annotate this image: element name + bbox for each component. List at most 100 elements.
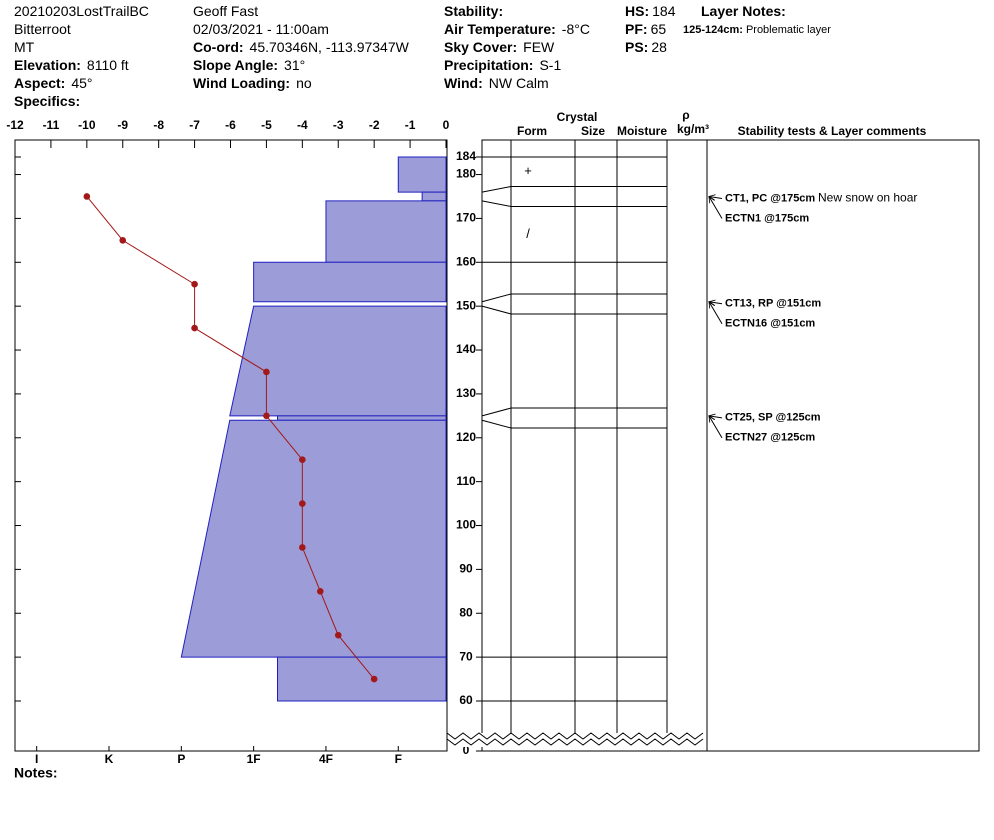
temperature-point xyxy=(334,631,342,639)
header-value: 45.70346N, -113.97347W xyxy=(250,39,410,55)
grain-form: / xyxy=(526,226,530,241)
axis-break xyxy=(446,732,704,740)
header-field: 02/03/2021 - 11:00am xyxy=(193,21,329,37)
header-field: Precipitation: S-1 xyxy=(444,57,561,73)
y-tick-label: 100 xyxy=(456,518,476,532)
hardness-bar xyxy=(253,261,447,303)
header-field: Co-ord: 45.70346N, -113.97347W xyxy=(193,39,410,55)
x-tick-label: -3 xyxy=(333,118,344,132)
hardness-bar xyxy=(325,200,447,263)
header-field: Geoff Fast xyxy=(193,3,258,19)
layer-note: 125-124cm: Problematic layer xyxy=(683,24,831,36)
y-tick-label: 120 xyxy=(456,430,476,444)
header-label: Stability: xyxy=(444,3,503,19)
x-tick-label: 0 xyxy=(443,118,450,132)
header-value: 45° xyxy=(71,75,92,91)
test-arrow xyxy=(709,302,723,304)
temperature-line xyxy=(86,196,375,680)
y-tick-label: 150 xyxy=(456,298,476,312)
header-label: Aspect: xyxy=(14,75,65,91)
y-tick-label: 160 xyxy=(456,254,476,268)
header-value: NW Calm xyxy=(489,75,549,91)
header-label: Specifics: xyxy=(14,93,80,109)
right-plot-frame xyxy=(481,139,980,752)
stability-test: CT25, SP @125cm xyxy=(725,412,821,424)
header-value: no xyxy=(296,75,312,91)
temperature-point xyxy=(83,193,91,200)
temperature-point xyxy=(299,500,306,507)
hardness-tick-label: F xyxy=(395,752,402,766)
test-arrow xyxy=(709,196,723,198)
x-tick-label: -4 xyxy=(297,118,308,132)
layer-boundary xyxy=(481,185,667,193)
hardness-tick-label: P xyxy=(177,752,185,766)
x-tick-label: -12 xyxy=(6,118,24,132)
header-value: 28 xyxy=(651,39,667,55)
y-tick-label: 130 xyxy=(456,386,476,400)
layer-note-label: 125-124cm: xyxy=(683,24,743,36)
column-dividers xyxy=(510,140,708,751)
header-label: PS: xyxy=(625,39,648,55)
test-arrow xyxy=(709,416,723,418)
hardness-tick-label: I xyxy=(35,752,38,766)
temperature-point xyxy=(316,588,324,595)
header-label: Layer Notes: xyxy=(701,3,786,19)
hardness-tick-label: K xyxy=(105,752,114,766)
temperature-point xyxy=(263,412,270,420)
column-header: kg/m³ xyxy=(677,122,709,136)
header-label: PF: xyxy=(625,21,648,37)
temperature-point xyxy=(299,544,306,551)
x-tick-label: -9 xyxy=(117,118,128,132)
y-tick-label: 140 xyxy=(456,342,476,356)
layer-boundary xyxy=(481,305,667,315)
column-header: Size xyxy=(581,124,605,138)
x-tick-label: -6 xyxy=(225,118,236,132)
header-text: Geoff Fast xyxy=(193,3,258,19)
column-header: Crystal xyxy=(557,110,598,124)
column-header: Form xyxy=(517,124,547,138)
x-tick-label: -1 xyxy=(405,118,416,132)
temperature-point xyxy=(263,368,270,376)
y-tick-label: 90 xyxy=(459,562,473,576)
header-field: 20210203LostTrailBC xyxy=(14,3,149,19)
header-field: Air Temperature: -8°C xyxy=(444,21,590,37)
stability-test: ECTN27 @125cm xyxy=(725,432,815,444)
notes-label: Notes: xyxy=(14,765,58,781)
temperature-point xyxy=(299,456,306,464)
y-tick-label: 184 xyxy=(456,149,476,163)
header-value: 184 xyxy=(652,3,676,19)
column-header: Moisture xyxy=(617,124,667,138)
header-text: MT xyxy=(14,39,35,55)
header-field: Wind: NW Calm xyxy=(444,75,549,91)
header-field: Stability: xyxy=(444,3,503,19)
temperature-point xyxy=(191,280,198,288)
header-text: 20210203LostTrailBC xyxy=(14,3,149,19)
layer-boundary xyxy=(481,419,667,429)
header-value: S-1 xyxy=(539,57,561,73)
test-arrow xyxy=(709,302,723,325)
hardness-bar xyxy=(397,156,447,193)
layer-boundary xyxy=(481,407,667,417)
stability-test: CT13, RP @151cm xyxy=(725,298,821,310)
stability-test: ECTN1 @175cm xyxy=(725,212,809,224)
column-header: Stability tests & Layer comments xyxy=(738,124,927,138)
header-text: Bitterroot xyxy=(14,21,71,37)
test-arrow xyxy=(709,416,723,439)
x-tick-label: -7 xyxy=(189,118,200,132)
y-tick-label: 60 xyxy=(459,693,473,707)
hardness-bar xyxy=(277,656,447,702)
header-label: Precipitation: xyxy=(444,57,533,73)
x-tick-label: -5 xyxy=(261,118,272,132)
layer-boundary xyxy=(481,293,667,303)
test-arrow xyxy=(709,196,723,219)
header-field: Aspect: 45° xyxy=(14,75,93,91)
stability-test: ECTN16 @151cm xyxy=(725,318,815,330)
header-field: Layer Notes: xyxy=(701,3,786,19)
header-field: PF: 65 xyxy=(625,21,666,37)
y-tick-label: 180 xyxy=(456,167,476,181)
x-tick-label: -2 xyxy=(369,118,380,132)
hardness-bar xyxy=(180,419,447,658)
y-tick-label: 110 xyxy=(456,474,476,488)
hardness-tick-label: 1F xyxy=(247,752,261,766)
